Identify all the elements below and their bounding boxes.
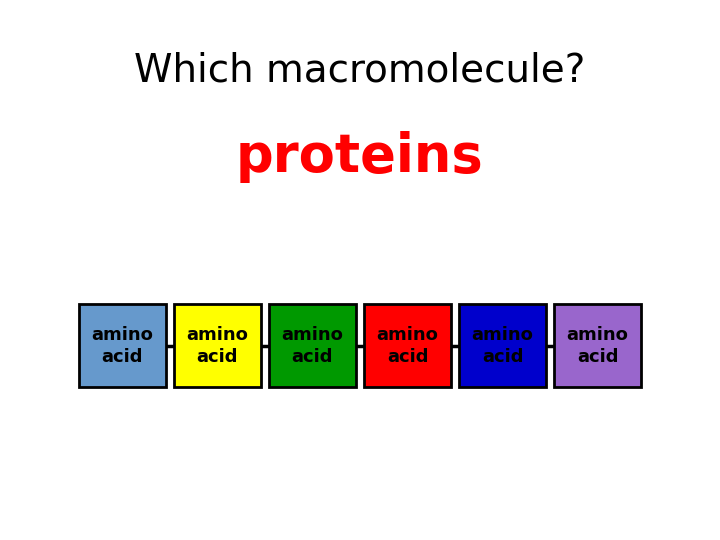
Text: Which macromolecule?: Which macromolecule? [135,51,585,89]
Text: amino
acid: amino acid [472,326,534,366]
Bar [79,303,166,388]
Bar [174,303,261,388]
Bar [364,303,451,388]
Text: amino
acid: amino acid [377,326,438,366]
Text: amino
acid: amino acid [567,326,629,366]
Text: amino
acid: amino acid [282,326,343,366]
Text: proteins: proteins [236,131,484,183]
Bar [459,303,546,388]
Bar [269,303,356,388]
Text: amino
acid: amino acid [91,326,153,366]
Text: amino
acid: amino acid [186,326,248,366]
Bar [554,303,641,388]
